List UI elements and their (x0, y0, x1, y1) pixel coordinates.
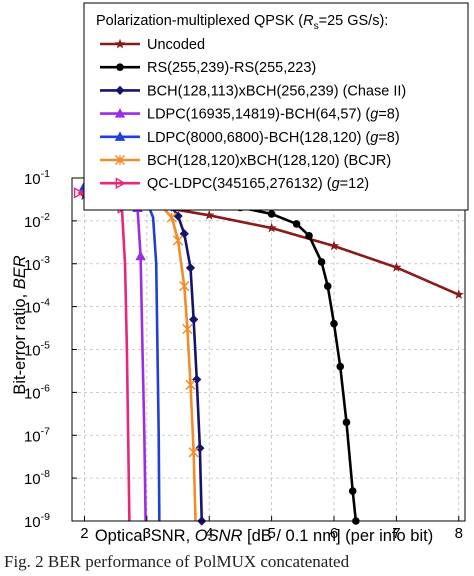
legend-marker (114, 154, 126, 166)
series-line (78, 191, 131, 522)
y-tick-label: 10-4 (24, 297, 50, 317)
y-tick-label: 10-5 (24, 340, 50, 360)
x-tick-label: 4 (205, 525, 213, 542)
data-point (204, 209, 215, 220)
data-point (188, 447, 199, 458)
y-tick-label: 10-2 (24, 211, 50, 231)
data-point (189, 314, 199, 325)
data-point (135, 250, 146, 261)
legend-label: BCH(128,120)xBCH(128,120) (BCJR) (147, 153, 391, 169)
data-point (267, 210, 276, 218)
data-point (336, 362, 345, 371)
legend-item: LDPC(16935,14819)-BCH(64,57) (g=8) (100, 107, 400, 123)
grid-lines (72, 177, 465, 522)
legend-item: BCH(128,120)xBCH(128,120) (BCJR) (100, 153, 391, 169)
legend-item: BCH(128,113)xBCH(256,239) (Chase II) (100, 83, 406, 99)
legend-marker (114, 108, 126, 118)
series-5 (79, 180, 161, 522)
figure-caption: Fig. 2 BER performance of PolMUX concate… (4, 552, 350, 571)
tick-labels: 2 3 4 5 6 7 8 10-1 10-2 10-3 10-4 10-5 10-6 10-7 10-8 1… (24, 168, 463, 542)
x-tick-label: 6 (330, 525, 338, 542)
data-point (317, 258, 326, 266)
data-point (185, 379, 196, 390)
data-point (348, 487, 357, 495)
legend-marker (114, 38, 126, 49)
data-point (328, 240, 340, 251)
ber-chart: 2 3 4 5 6 7 8 10-1 10-2 10-3 10-4 10-5 10-6 10-7 10-8 1… (11, 2, 469, 545)
legend-items: Uncoded RS(255,239)-RS(255,223) BCH(128,11… (100, 37, 406, 192)
y-tick-label: 10-9 (24, 511, 50, 531)
y-tick-label: 10-3 (24, 254, 50, 274)
data-point (73, 187, 85, 199)
legend-label: LDPC(16935,14819)-BCH(64,57) (g=8) (147, 107, 400, 123)
series-line (84, 184, 161, 522)
legend-title: Polarization-multiplexed QPSK (Rs=25 GS/… (96, 13, 388, 32)
data-point (292, 220, 301, 228)
data-point (330, 319, 338, 328)
legend-marker (116, 63, 124, 71)
series-7 (73, 187, 131, 522)
legend-item: QC-LDPC(345165,276132) (g=12) (100, 176, 369, 192)
series-6 (141, 194, 199, 522)
data-point (305, 231, 313, 240)
data-point (453, 289, 464, 300)
legend-item: RS(255,239)-RS(255,223) (100, 60, 316, 76)
plot-frame (71, 177, 466, 522)
x-axis-label: Optical SNR, OSNR [dB / 0.1 nm] (per inf… (95, 527, 433, 545)
y-tick-label: 10-1 (24, 168, 50, 188)
data-point (182, 323, 193, 335)
x-tick-label: 2 (80, 525, 88, 542)
y-axis-label: Bit-error ratio, BER (11, 255, 29, 394)
legend-item: Uncoded (100, 37, 205, 53)
data-point (166, 212, 177, 223)
x-tick-label: 8 (455, 525, 463, 542)
x-tick-label: 7 (392, 525, 400, 542)
data-point (179, 281, 190, 292)
y-tick-label: 10-6 (24, 382, 50, 402)
legend-item: LDPC(8000,6800)-BCH(128,120) (g=8) (100, 130, 400, 146)
legend-label: Uncoded (147, 37, 205, 53)
series-layer (73, 180, 464, 526)
legend-marker (115, 177, 127, 189)
data-point (323, 282, 332, 290)
data-point (342, 418, 351, 427)
y-tick-label: 10-7 (24, 425, 50, 445)
legend-marker (115, 85, 125, 95)
legend-label: LDPC(8000,6800)-BCH(128,120) (g=8) (147, 130, 400, 146)
x-tick-label: 3 (143, 525, 151, 542)
data-point (266, 222, 277, 233)
data-point (185, 263, 196, 273)
series-line (84, 186, 147, 522)
legend-label: QC-LDPC(345165,276132) (g=12) (147, 176, 369, 192)
data-point (391, 262, 402, 272)
legend: Polarization-multiplexed QPSK (Rs=25 GS/… (83, 2, 469, 211)
y-tick-label: 10-8 (24, 468, 50, 488)
legend-label: BCH(128,113)xBCH(256,239) (Chase II) (147, 83, 406, 99)
data-point (172, 235, 184, 246)
legend-marker (114, 131, 126, 141)
data-point (195, 443, 205, 453)
x-tick-label: 5 (267, 525, 275, 542)
series-4 (79, 182, 147, 522)
legend-box (83, 2, 469, 211)
legend-label: RS(255,239)-RS(255,223) (147, 60, 316, 76)
